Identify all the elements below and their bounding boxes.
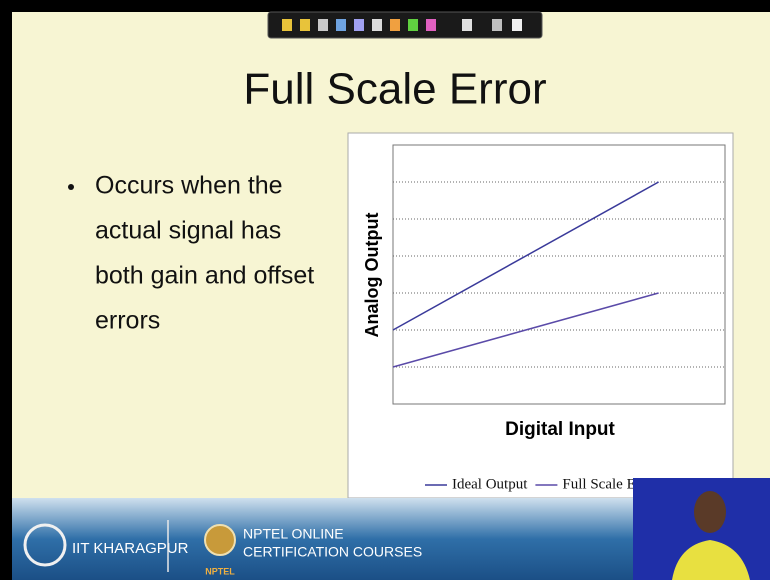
bullet-dot bbox=[68, 184, 74, 190]
presenter-shirt bbox=[672, 540, 750, 580]
data-line bbox=[392, 181, 659, 331]
bullet-line: Occurs when the bbox=[95, 172, 283, 200]
tool-icon[interactable] bbox=[318, 19, 328, 31]
bullet-line: actual signal has bbox=[95, 217, 281, 245]
legend-label: Ideal Output bbox=[452, 476, 528, 492]
toolbar-bar bbox=[267, 11, 543, 39]
tool-icon[interactable] bbox=[354, 19, 364, 31]
nptel-logo bbox=[204, 524, 236, 556]
bullet-line: both gain and offset bbox=[95, 262, 314, 290]
tool-icon[interactable] bbox=[492, 19, 502, 31]
iit-logo bbox=[23, 523, 67, 567]
chart-frame bbox=[347, 132, 734, 499]
data-line bbox=[392, 292, 659, 368]
slide-title: Full Scale Error bbox=[243, 65, 546, 114]
y-axis-label: Analog Output bbox=[362, 213, 382, 338]
tool-icon[interactable] bbox=[372, 19, 382, 31]
tool-icon[interactable] bbox=[300, 19, 310, 31]
program-line: CERTIFICATION COURSES bbox=[243, 544, 422, 560]
tool-icon[interactable] bbox=[390, 19, 400, 31]
tool-icon[interactable] bbox=[408, 19, 418, 31]
tool-icon[interactable] bbox=[512, 19, 522, 31]
program-line: NPTEL ONLINE bbox=[243, 526, 344, 542]
presenter-head bbox=[694, 491, 726, 533]
webcam-overlay bbox=[633, 478, 770, 580]
tool-icon[interactable] bbox=[426, 19, 436, 31]
nptel-logo-text: NPTEL bbox=[205, 566, 235, 576]
tool-icon[interactable] bbox=[282, 19, 292, 31]
bullet-line: errors bbox=[95, 307, 160, 335]
institute-name: IIT KHARAGPUR bbox=[72, 540, 189, 557]
chart: Ideal Output Full Scale Error bbox=[392, 181, 725, 492]
bullet-list: Occurs when the actual signal has both gai… bbox=[68, 172, 314, 335]
x-axis-label: Digital Input bbox=[505, 419, 615, 440]
tool-icon[interactable] bbox=[462, 19, 472, 31]
tool-icon[interactable] bbox=[336, 19, 346, 31]
toolbar bbox=[267, 11, 543, 39]
plot-area bbox=[392, 144, 726, 405]
